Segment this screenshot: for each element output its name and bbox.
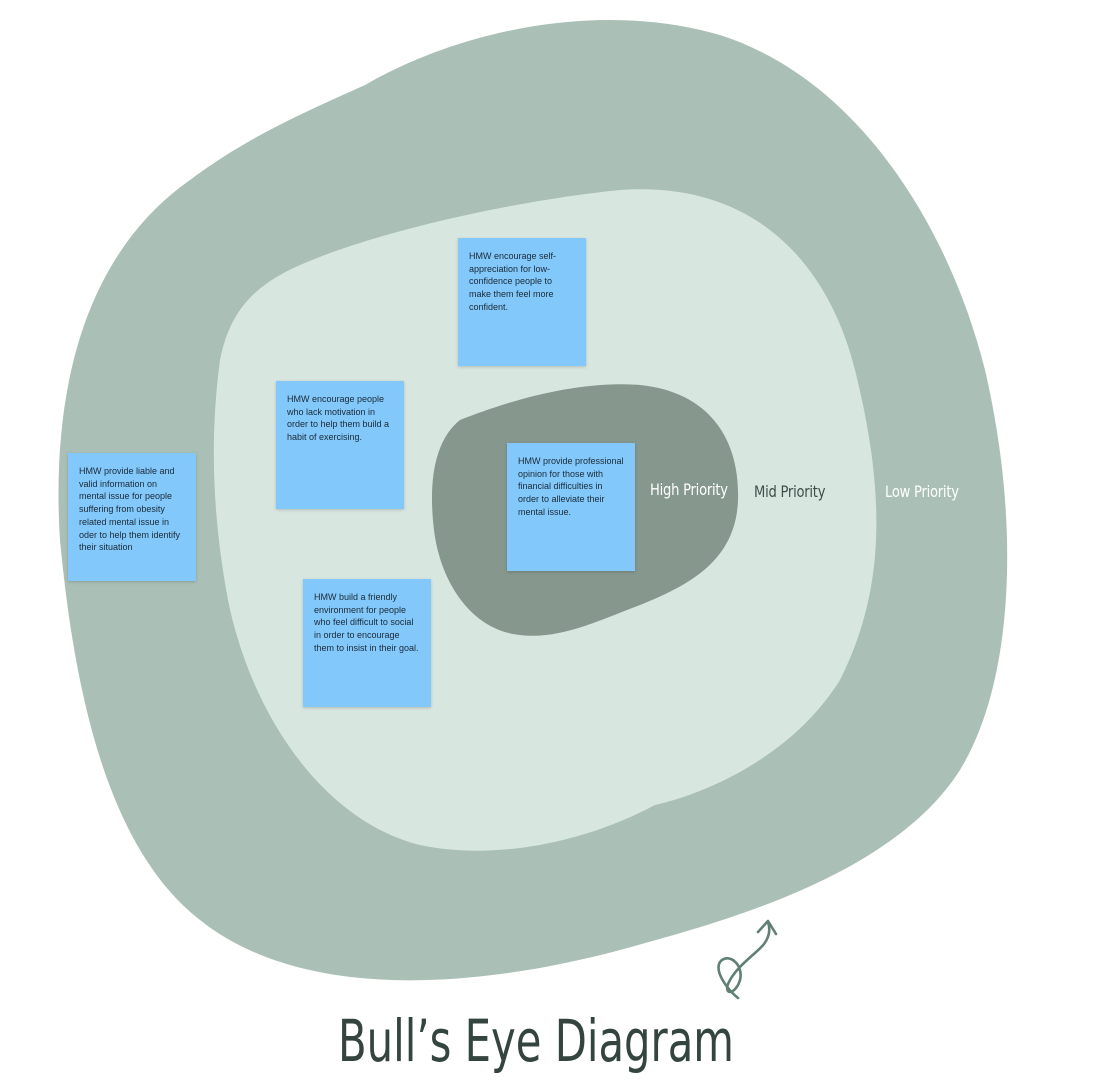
diagram-title: Bull’s Eye Diagram xyxy=(338,1007,734,1075)
low-priority-label: Low Priority xyxy=(885,482,959,501)
high-priority-label: High Priority xyxy=(650,480,728,499)
sticky-note-self-appreciation[interactable]: HMW encourage self-appreciation for low-… xyxy=(458,238,586,366)
curly-arrow-icon xyxy=(717,919,778,1000)
mid-priority-label: Mid Priority xyxy=(754,482,826,501)
sticky-note-obesity-information[interactable]: HMW provide liable and valid information… xyxy=(68,453,196,581)
sticky-note-friendly-environment[interactable]: HMW build a friendly environment for peo… xyxy=(303,579,431,707)
sticky-note-financial-opinion[interactable]: HMW provide professional opinion for tho… xyxy=(507,443,635,571)
sticky-note-exercise-motivation[interactable]: HMW encourage people who lack motivation… xyxy=(276,381,404,509)
